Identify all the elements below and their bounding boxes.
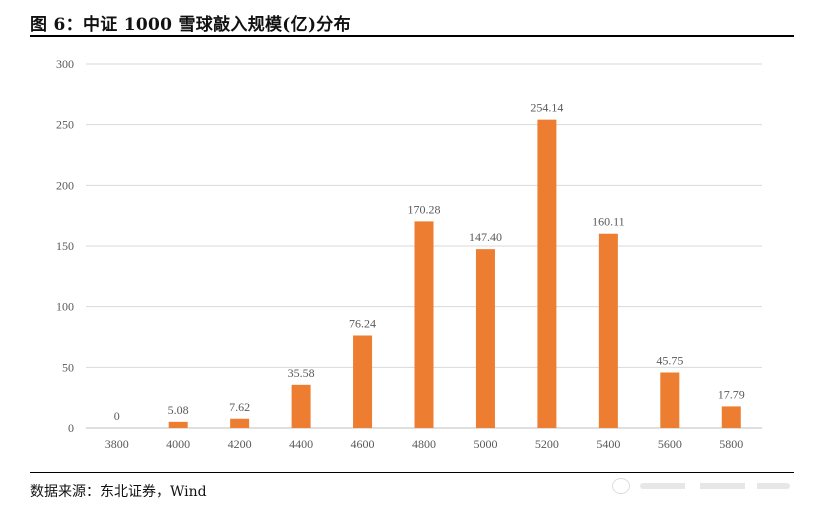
bar-4400 <box>291 384 311 428</box>
data-label: 147.40 <box>469 230 502 244</box>
data-label: 76.24 <box>349 316 376 330</box>
y-tick-label: 300 <box>56 57 74 71</box>
data-label: 5.08 <box>168 403 189 417</box>
wechat-watermark-icon <box>612 474 792 498</box>
bar-4200 <box>230 418 250 428</box>
x-tick-label: 3800 <box>105 437 129 451</box>
bar-chart: 0 50 100 150 200 250 300 0 5.08 7.62 35.58 76.24 17… <box>56 57 762 451</box>
watermark-text-blur <box>640 483 790 489</box>
bar-5000 <box>475 249 495 428</box>
wechat-logo-icon <box>612 478 630 494</box>
data-label: 0 <box>114 409 120 423</box>
data-label: 170.28 <box>408 202 441 216</box>
x-tick-label: 4600 <box>351 437 375 451</box>
bar-5800 <box>721 406 741 428</box>
bar-4000 <box>168 421 188 428</box>
y-tick-label: 0 <box>68 421 74 435</box>
bar-4800 <box>414 221 434 428</box>
source-rule <box>30 472 794 473</box>
x-tick-label: 5400 <box>596 437 620 451</box>
x-tick-label: 5600 <box>658 437 682 451</box>
data-label: 35.58 <box>288 366 315 380</box>
x-tick-label: 4000 <box>166 437 190 451</box>
y-tick-label: 250 <box>56 118 74 132</box>
data-label: 254.14 <box>530 101 563 115</box>
chart-area: 0 50 100 150 200 250 300 0 5.08 7.62 35.58 76.24 17… <box>0 40 824 460</box>
data-label: 160.11 <box>592 215 625 229</box>
x-tick-label: 5200 <box>535 437 559 451</box>
bar-4600 <box>353 335 373 428</box>
figure-title: 图 6：中证 1000 雪球敲入规模(亿)分布 <box>30 15 351 35</box>
y-tick-label: 100 <box>56 300 74 314</box>
bars <box>168 119 741 428</box>
x-tick-label: 4200 <box>228 437 252 451</box>
x-tick-label: 5800 <box>719 437 743 451</box>
data-source-note: 数据来源：东北证券，Wind <box>30 484 207 500</box>
y-tick-label: 50 <box>62 360 74 374</box>
title-rule <box>30 35 794 37</box>
data-label: 7.62 <box>229 400 250 414</box>
y-tick-label: 150 <box>56 239 74 253</box>
x-tick-label: 4800 <box>412 437 436 451</box>
x-tick-label: 5000 <box>473 437 497 451</box>
y-tick-label: 200 <box>56 178 74 192</box>
bar-5600 <box>660 372 680 428</box>
y-axis-ticks: 0 50 100 150 200 250 300 <box>56 57 74 435</box>
data-label: 17.79 <box>718 387 745 401</box>
x-tick-label: 4400 <box>289 437 313 451</box>
data-label: 45.75 <box>656 353 683 367</box>
x-axis-ticks: 3800 4000 4200 4400 4600 4800 5000 5200 5400 5600… <box>105 437 744 451</box>
data-labels: 0 5.08 7.62 35.58 76.24 170.28 147.40 254.14 160… <box>114 101 745 423</box>
bar-5200 <box>537 119 557 428</box>
bar-5400 <box>598 233 618 428</box>
